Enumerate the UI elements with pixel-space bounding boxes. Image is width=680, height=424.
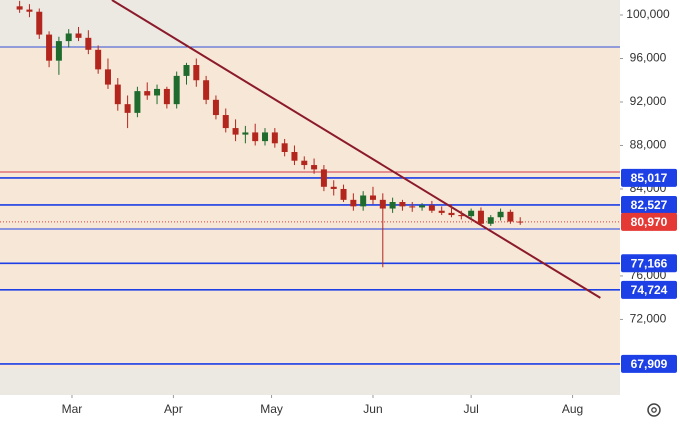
trendline [111,0,601,299]
last-price-box [621,212,677,231]
x-tick-label: May [260,402,283,416]
candle-body [55,41,62,61]
candle-body [507,211,514,222]
candle-body [212,99,219,116]
axes-layer: Mar Apr May Jun Jul Aug 100,000 96,000 92,000 88,… [62,7,677,416]
level-label: 67,909 [631,357,668,371]
candle-body [350,199,357,207]
candle-body [46,34,53,61]
levels-layer [0,0,620,365]
grid-layer [71,14,623,398]
candle-body [409,206,416,208]
upper-zone [0,0,620,47]
level-label-box [621,254,677,273]
candle-body [428,205,435,211]
candle-body [291,151,298,161]
candle-body [517,221,524,223]
level-label-box [621,280,677,299]
level-label-box [621,354,677,373]
y-tick-label: 96,000 [630,51,667,65]
y-tick-label: 100,000 [626,7,670,21]
candle-body [75,33,82,38]
y-tick-label: 72,000 [630,312,667,326]
x-tick-label: Mar [62,402,83,416]
candle-body [379,199,386,209]
candle-body [262,132,269,142]
settings-icon[interactable] [647,403,661,417]
candle-body [360,195,367,207]
candle-body [193,65,200,81]
candle-body [389,202,396,209]
level-label: 82,527 [631,198,668,212]
candle-body [154,88,161,96]
candle-body [173,75,180,105]
candle-body [242,132,249,135]
y-tick-label: 88,000 [630,138,667,152]
candles-layer [16,0,524,268]
level-label: 74,724 [631,283,668,297]
candle-body [134,91,141,113]
candle-body [419,205,426,208]
candle-body [369,195,376,200]
candle-body [301,160,308,166]
x-tick-label: Jun [363,402,382,416]
candle-body [458,215,465,217]
candle-body [438,210,445,213]
candle-body [183,65,190,76]
level-label: 77,166 [631,256,668,270]
x-tick-label: Aug [562,402,583,416]
candle-body [203,80,210,100]
plot-background [0,0,620,395]
last-price-label: 80,970 [631,215,668,229]
y-tick-label: 92,000 [630,94,667,108]
candle-body [448,212,455,216]
candle-body [477,210,484,224]
time-axis [0,395,620,424]
candle-body [271,132,278,144]
candle-body [222,115,229,129]
candle-body [232,128,239,135]
candle-body [468,210,475,217]
candle-body [320,169,327,187]
candle-body [144,91,151,96]
x-tick-label: Jul [463,402,478,416]
candle-body [281,143,288,152]
candle-body [95,49,102,70]
candle-body [114,84,121,105]
candle-body [497,211,504,218]
candle-body [104,69,111,85]
candle-body [36,11,43,35]
candle-body [330,186,337,189]
candle-body [487,217,494,224]
candle-body [85,37,92,50]
candle-body [26,9,33,12]
candle-body [124,104,131,113]
candle-body [399,202,406,207]
lower-zone [0,368,620,395]
level-label: 85,017 [631,171,668,185]
candle-body [340,188,347,200]
level-label-box [621,168,677,187]
candle-body [16,6,23,10]
candle-body [311,165,318,170]
candle-body [65,33,72,42]
candle-body [252,132,259,142]
level-label-box [621,195,677,214]
x-tick-label: Apr [164,402,183,416]
candle-body [163,88,170,105]
